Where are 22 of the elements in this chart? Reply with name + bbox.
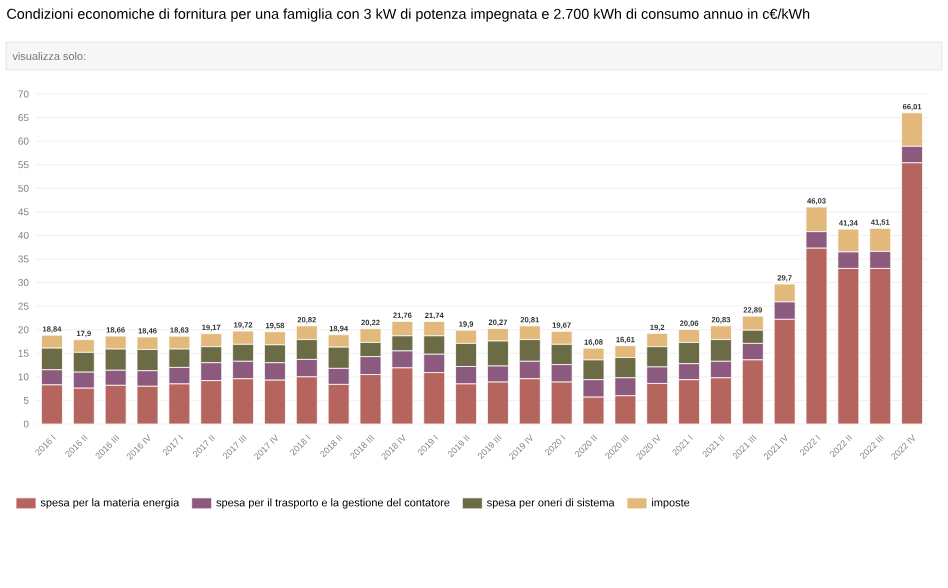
bar: [264, 379, 286, 424]
bar: [423, 372, 446, 424]
bar: [327, 384, 350, 424]
bar: [295, 376, 318, 424]
bar: [837, 268, 860, 424]
bar: [200, 380, 222, 424]
bar: [901, 162, 923, 424]
bar: [805, 247, 828, 424]
bar: [710, 377, 732, 424]
bar: [741, 359, 764, 424]
bar: [487, 381, 509, 424]
bar: [646, 383, 669, 424]
bar: [455, 383, 477, 424]
bar: [678, 379, 700, 424]
bar: [232, 378, 254, 424]
bar: [72, 387, 95, 424]
bar: [104, 384, 127, 424]
bar: [518, 378, 541, 424]
bar: [869, 268, 892, 424]
bar: [41, 384, 63, 424]
bar: [773, 318, 796, 424]
bar: [550, 381, 573, 424]
